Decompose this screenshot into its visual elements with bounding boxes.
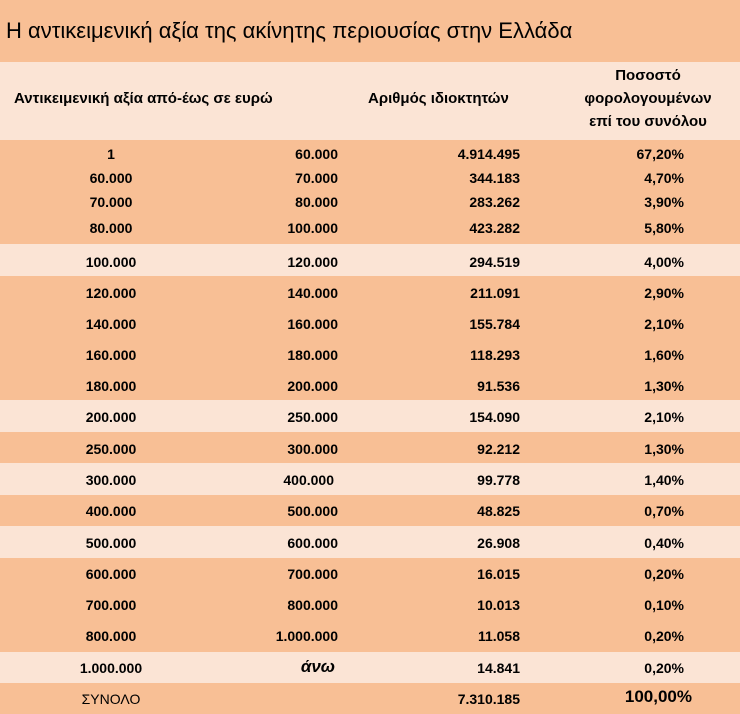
owners-count: 294.519 [469,254,520,270]
percentage: 1,30% [644,378,684,394]
range-to: 800.000 [287,597,338,613]
range-from: 140.000 [85,316,137,332]
table-row-group: 600.000 700.000 16.015 0,20% 700.000 800… [0,558,740,652]
total-owners: 7.310.185 [457,691,520,707]
table-header: Αντικειμενική αξία από-έως σε ευρώ Αριθμ… [0,62,740,140]
range-to: 700.000 [287,566,338,582]
range-from: 180.000 [85,378,137,394]
range-to: 300.000 [287,441,338,457]
range-from: 70.000 [89,194,133,210]
table-row: 500.000 600.000 26.908 0,40% [0,526,740,558]
owners-count: 92.212 [477,441,520,457]
owners-count: 155.784 [469,316,520,332]
percentage: 4,70% [644,170,684,186]
range-from: 200.000 [85,409,137,425]
table-row: 200.000 250.000 154.090 2,10% [0,400,740,432]
percentage: 1,30% [644,441,684,457]
percentage: 1,60% [644,347,684,363]
owners-count: 48.825 [477,503,520,519]
range-to: 500.000 [287,503,338,519]
range-to: 140.000 [287,285,338,301]
owners-count: 344.183 [469,170,520,186]
range-from: 400.000 [85,503,137,519]
percentage: 0,20% [644,628,684,644]
range-to: άνω [300,657,335,676]
owners-count: 14.841 [477,660,520,676]
total-percentage: 100,00% [624,687,692,706]
total-row: ΣΥΝΟΛΟ 7.310.185 100,00% [0,683,740,714]
table-row: 250.000 300.000 92.212 1,30% [0,432,740,463]
table-row: 400.000 500.000 48.825 0,70% [0,495,740,526]
range-from: 700.000 [85,597,137,613]
range-from: 600.000 [85,566,137,582]
owners-count: 26.908 [477,535,520,551]
range-from: 500.000 [85,535,137,551]
range-from: 120.000 [85,285,137,301]
percentage: 67,20% [636,146,684,162]
owners-count: 283.262 [469,194,520,210]
owners-count: 154.090 [469,409,520,425]
owners-count: 211.091 [470,285,520,301]
owners-count: 99.778 [477,472,520,488]
owners-count: 10.013 [477,597,520,613]
range-from: 1.000.000 [79,660,143,676]
range-from: 1 [107,146,115,162]
range-from: 250.000 [85,441,137,457]
owners-count: 16.015 [477,566,520,582]
range-to: 100.000 [287,220,338,236]
percentage: 2,10% [644,316,684,332]
range-to: 180.000 [287,347,338,363]
range-to: 80.000 [295,194,338,210]
range-to: 200.000 [287,378,338,394]
percentage: 3,90% [644,194,684,210]
percentage: 5,80% [644,220,684,236]
owners-count: 91.536 [477,378,520,394]
percentage: 4,00% [644,254,684,270]
percentage: 2,10% [644,409,684,425]
range-from: 60.000 [89,170,133,186]
range-to: 120.000 [287,254,338,270]
range-to: 250.000 [287,409,338,425]
range-to: 160.000 [287,316,338,332]
owners-count: 11.058 [477,628,520,644]
range-from: 800.000 [85,628,137,644]
table-row: 100.000 120.000 294.519 4,00% [0,244,740,276]
range-from: 100.000 [85,254,137,270]
percentage: 0,10% [644,597,684,613]
header-owners: Αριθμός ιδιοκτητών [368,90,509,107]
range-to: 70.000 [295,170,338,186]
header-value-range: Αντικειμενική αξία από-έως σε ευρώ [14,90,273,107]
range-to: 60.000 [295,146,338,162]
total-label: ΣΥΝΟΛΟ [81,691,141,707]
range-from: 160.000 [85,347,137,363]
range-to: 600.000 [287,535,338,551]
range-from: 80.000 [89,220,133,236]
header-percentage: Ποσοστό φορολογουμένων επί του συνόλου [556,64,740,133]
table-row: 1.000.000 άνω 14.841 0,20% [0,652,740,683]
table-title: Η αντικειμενική αξία της ακίνητης περιου… [0,0,740,62]
owners-count: 4.914.495 [457,146,520,162]
percentage: 0,20% [644,660,684,676]
percentage: 1,40% [644,472,684,488]
header-percentage-line2: φορολογουμένων [584,90,712,107]
percentage: 0,40% [644,535,684,551]
range-to: 400.000 [283,472,334,488]
percentage: 2,90% [644,285,684,301]
owners-count: 118.293 [470,347,520,363]
percentage: 0,70% [644,503,684,519]
header-percentage-line3: επί του συνόλου [589,113,707,130]
table-row-group: 120.000 140.000 211.091 2,90% 140.000 16… [0,276,740,400]
range-to: 1.000.000 [275,628,338,644]
table-row-group: 1 60.000 4.914.495 67,20% 60.000 70.000 … [0,140,740,244]
percentage: 0,20% [644,566,684,582]
owners-count: 423.282 [469,220,520,236]
table-row: 300.000 400.000 99.778 1,40% [0,463,740,495]
header-percentage-line1: Ποσοστό [615,67,681,84]
range-from: 300.000 [85,472,137,488]
